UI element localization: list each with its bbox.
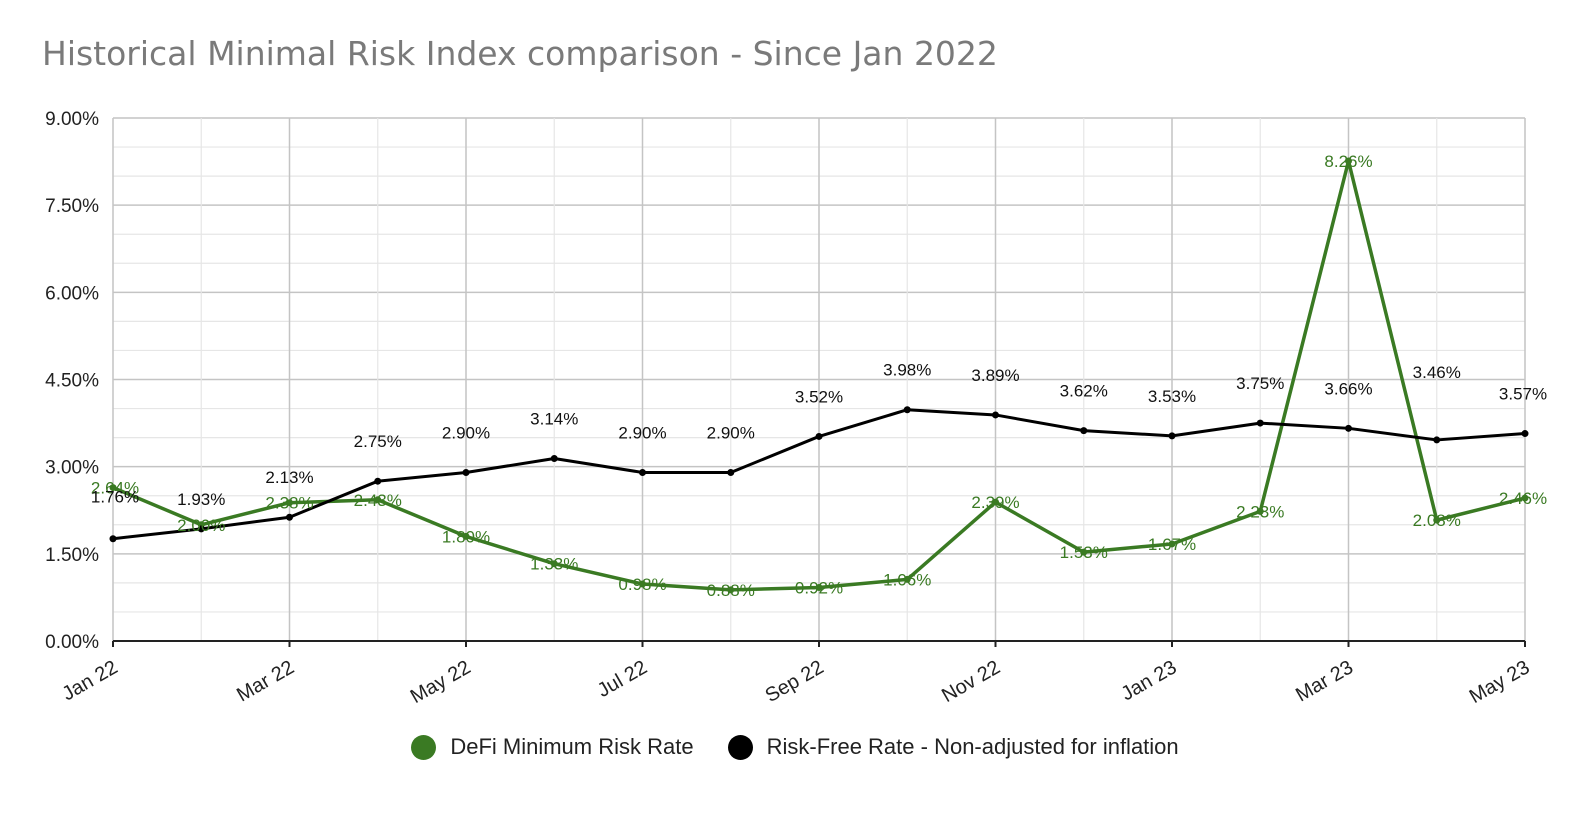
data-point-defi [639,580,646,588]
x-tick-label: Jul 22 [594,656,651,702]
data-point-risk-free [462,468,470,476]
grid-lines [112,117,1526,642]
data-point-risk-free [1080,427,1088,435]
data-point-risk-free [639,468,646,476]
data-label-defi: 2.38% [265,494,313,513]
data-label-defi: 1.80% [442,527,490,546]
legend-label-defi: DeFi Minimum Risk Rate [450,734,694,759]
data-label-defi: 2.64% [91,479,139,498]
data-label-risk-free: 3.53% [1148,387,1196,406]
x-tick-label: Mar 22 [233,656,298,706]
data-point-risk-free [109,535,117,543]
data-label-risk-free: 1.76% [91,488,139,507]
legend-item-risk-free[interactable]: Risk-Free Rate - Non-adjusted for inflat… [727,734,1179,760]
data-label-defi: 2.39% [971,493,1019,512]
y-tick-label: 6.00% [45,283,99,304]
data-point-defi [109,484,117,492]
data-point-risk-free [550,455,558,463]
x-tick-label: Jan 22 [58,656,121,705]
data-label-defi: 1.67% [1148,535,1196,554]
series-lines [109,157,1529,594]
data-label-risk-free: 3.14% [530,410,578,429]
data-point-defi [1521,494,1529,502]
legend-marker-defi [411,734,437,760]
data-point-risk-free [286,513,293,521]
y-tick-label: 4.50% [45,371,99,392]
data-point-risk-free [1345,424,1352,432]
data-point-defi [1433,516,1441,524]
data-point-defi [286,499,293,507]
legend-label-risk-free: Risk-Free Rate - Non-adjusted for inflat… [766,734,1179,759]
data-point-defi [1256,507,1264,515]
x-tick-label: May 23 [1466,656,1534,708]
data-point-risk-free [1168,432,1176,440]
data-label-risk-free: 2.75% [354,432,402,451]
data-label-defi: 1.33% [530,555,578,574]
data-label-defi: 0.88% [707,581,755,600]
data-label-defi: 2.08% [1413,511,1461,530]
data-point-defi [374,496,382,504]
data-label-defi: 0.92% [795,579,843,598]
data-label-risk-free: 3.98% [883,361,931,380]
data-label-defi: 2.23% [1236,502,1284,521]
data-point-defi [1080,548,1088,556]
x-tick-label: Sep 22 [762,656,828,707]
data-point-defi [815,584,823,592]
data-labels: 2.64% 2.00% 2.38% 2.43% 1.80% 1.33% 0.98% 0.88%… [91,152,1547,600]
data-label-defi: 2.43% [354,491,402,510]
data-point-risk-free [374,477,382,485]
data-point-risk-free [727,468,735,476]
data-label-risk-free: 3.75% [1236,374,1284,393]
data-point-risk-free [815,432,823,440]
chart-title: Historical Minimal Risk Index comparison… [42,34,998,73]
data-label-risk-free: 2.90% [442,423,490,442]
x-tick-label: May 22 [407,656,475,708]
data-label-risk-free: 3.57% [1499,385,1547,404]
data-label-risk-free: 2.90% [618,423,666,442]
data-point-risk-free [1256,419,1264,427]
y-tick-label: 7.50% [45,196,99,217]
data-point-defi [1345,157,1352,165]
x-tick-label: Nov 22 [938,656,1004,707]
data-label-risk-free: 2.90% [707,423,755,442]
data-point-defi [1168,540,1176,548]
data-label-risk-free: 3.89% [971,366,1019,385]
legend-marker-risk-free [727,734,753,760]
data-point-risk-free [1521,430,1529,438]
data-label-defi: 2.46% [1499,489,1547,508]
data-label-defi: 8.26% [1324,152,1372,171]
data-label-defi: 1.53% [1060,543,1108,562]
data-point-risk-free [1433,436,1441,444]
data-label-defi: 2.00% [177,516,225,535]
legend: DeFi Minimum Risk Rate Risk-Free Rate - … [0,734,1590,760]
y-tick-label: 9.00% [45,109,99,130]
x-tick-label: Jan 23 [1117,656,1180,705]
data-point-defi [992,498,999,506]
x-tick-label: Mar 23 [1292,656,1357,706]
data-point-defi [727,586,735,594]
data-point-risk-free [903,406,911,414]
data-point-risk-free [197,525,205,533]
data-label-defi: 0.98% [618,575,666,594]
y-tick-label: 3.00% [45,458,99,479]
data-point-risk-free [992,411,999,419]
data-label-risk-free: 3.52% [795,387,843,406]
y-tick-label: 0.00% [45,632,99,653]
legend-item-defi[interactable]: DeFi Minimum Risk Rate [411,734,694,760]
data-label-risk-free: 2.13% [265,468,313,487]
data-label-risk-free: 3.46% [1413,363,1461,382]
data-point-defi [462,532,470,540]
data-label-risk-free: 1.93% [177,490,225,509]
data-point-defi [903,575,911,583]
data-point-defi [550,560,558,568]
data-label-defi: 1.06% [883,570,931,589]
y-tick-label: 1.50% [45,545,99,566]
data-label-risk-free: 3.66% [1324,379,1372,398]
data-label-risk-free: 3.62% [1060,382,1108,401]
